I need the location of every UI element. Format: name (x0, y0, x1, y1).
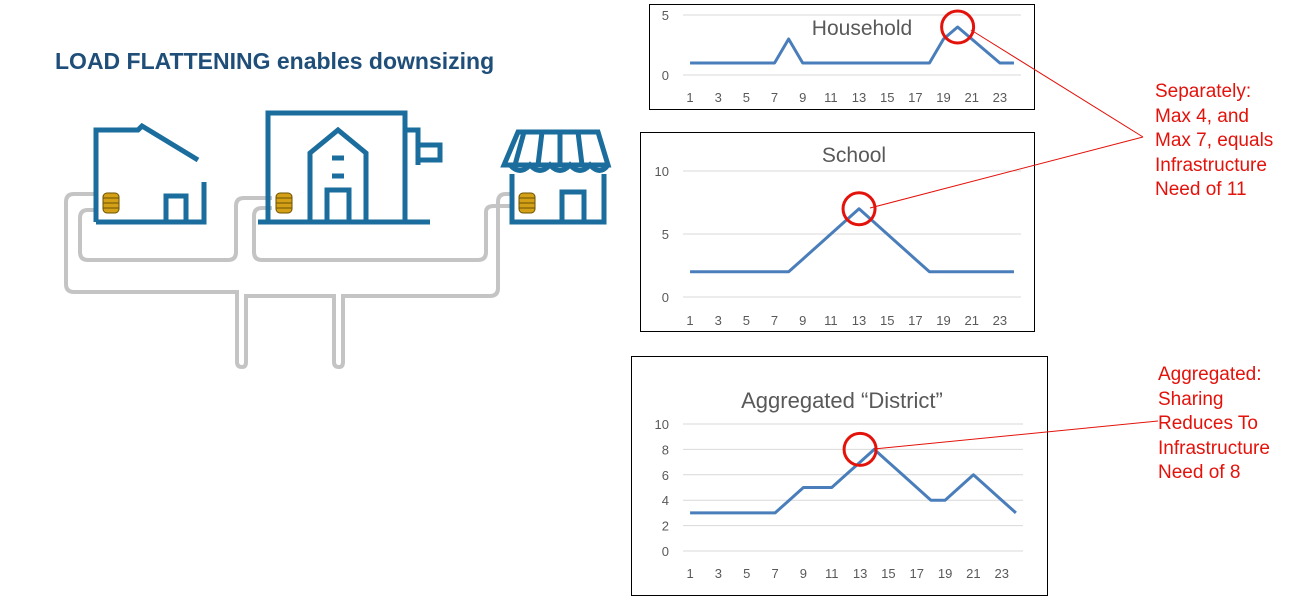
annotation-separately: Separately: Max 4, and Max 7, equals Inf… (1155, 80, 1273, 203)
y-tick-label: 2 (662, 519, 669, 534)
x-tick-label: 21 (964, 313, 978, 328)
x-tick-label: 23 (993, 90, 1007, 105)
x-tick-label: 11 (824, 90, 838, 105)
annotation-line: Need of 11 (1155, 179, 1247, 200)
x-tick-label: 17 (910, 566, 924, 581)
y-tick-label: 6 (662, 468, 669, 483)
x-tick-label: 1 (686, 566, 693, 581)
x-tick-label: 19 (936, 90, 950, 105)
district-chart: 0 2 4 6 8 10 1 3 5 7 9 11 13 15 17 19 21 23 Aggregated “Di… (631, 356, 1048, 596)
annotation-line: Aggregated: (1158, 364, 1262, 385)
annotation-line: Infrastructure (1155, 154, 1267, 176)
x-tick-label: 21 (966, 566, 980, 581)
series-line (690, 447, 1017, 515)
y-tick-label: 0 (662, 68, 669, 83)
x-tick-label: 3 (715, 90, 722, 105)
x-tick-label: 11 (825, 566, 839, 581)
x-tick-label: 15 (880, 313, 894, 328)
peak-highlight-circle (940, 9, 976, 45)
annotation-line: Max 7, equals (1155, 130, 1274, 151)
meter-icon (102, 192, 536, 214)
annotation-line: Reduces To (1158, 413, 1258, 434)
x-tick-label: 7 (771, 566, 778, 581)
x-tick-label: 17 (908, 313, 922, 328)
x-tick-label: 15 (881, 566, 895, 581)
annotation-line: Infrastructure (1158, 437, 1270, 459)
y-tick-label: 0 (662, 544, 669, 559)
x-tick-label: 17 (908, 90, 922, 105)
x-tick-label: 1 (686, 90, 693, 105)
y-tick-label: 5 (662, 8, 669, 23)
chart-title: School (822, 144, 886, 167)
house-icon (93, 122, 207, 225)
school-icon (258, 110, 443, 225)
annotation-line: Need of 8 (1158, 462, 1241, 483)
x-tick-label: 9 (800, 566, 807, 581)
annotation-line: Separately: (1155, 81, 1252, 102)
y-tick-label: 0 (662, 290, 669, 305)
page-heading: LOAD FLATTENING enables downsizing (55, 48, 495, 74)
x-tick-label: 19 (938, 566, 952, 581)
x-tick-label: 13 (852, 90, 866, 105)
x-tick-label: 19 (936, 313, 950, 328)
y-tick-label: 5 (662, 227, 669, 242)
x-tick-label: 1 (686, 313, 693, 328)
x-tick-label: 13 (853, 566, 867, 581)
x-tick-label: 5 (743, 90, 750, 105)
x-tick-label: 21 (964, 90, 978, 105)
y-tick-label: 8 (662, 442, 669, 457)
chart-title: Aggregated “District” (741, 388, 943, 413)
x-tick-label: 3 (715, 313, 722, 328)
y-tick-label: 4 (662, 493, 669, 508)
household-chart: 0 5 1 3 5 7 9 11 13 15 17 19 21 23 Household (649, 4, 1035, 110)
x-tick-label: 3 (715, 566, 722, 581)
y-tick-label: 10 (655, 164, 669, 179)
y-tick-label: 10 (655, 417, 669, 432)
series-line (690, 25, 1014, 65)
x-tick-label: 15 (880, 90, 894, 105)
x-tick-label: 7 (771, 313, 778, 328)
series-line (690, 207, 1014, 274)
load-flattening-illustration (64, 110, 612, 370)
x-tick-label: 9 (799, 90, 806, 105)
school-chart: 0 5 10 1 3 5 7 9 11 13 15 17 19 21 23 School (640, 132, 1035, 332)
store-icon (500, 129, 612, 225)
annotation-line: Sharing (1158, 388, 1224, 410)
x-tick-label: 9 (799, 313, 806, 328)
x-tick-label: 13 (852, 313, 866, 328)
chart-title: Household (812, 17, 912, 40)
x-tick-label: 5 (743, 566, 750, 581)
x-tick-label: 5 (743, 313, 750, 328)
peak-highlight-circle (841, 191, 877, 227)
pipe-network (64, 192, 514, 370)
x-tick-label: 23 (995, 566, 1009, 581)
x-tick-label: 23 (993, 313, 1007, 328)
annotation-line: Max 4, and (1155, 105, 1249, 127)
x-tick-label: 11 (824, 313, 838, 328)
x-tick-label: 7 (771, 90, 778, 105)
annotation-aggregated: Aggregated: Sharing Reduces To Infrastru… (1158, 363, 1270, 486)
